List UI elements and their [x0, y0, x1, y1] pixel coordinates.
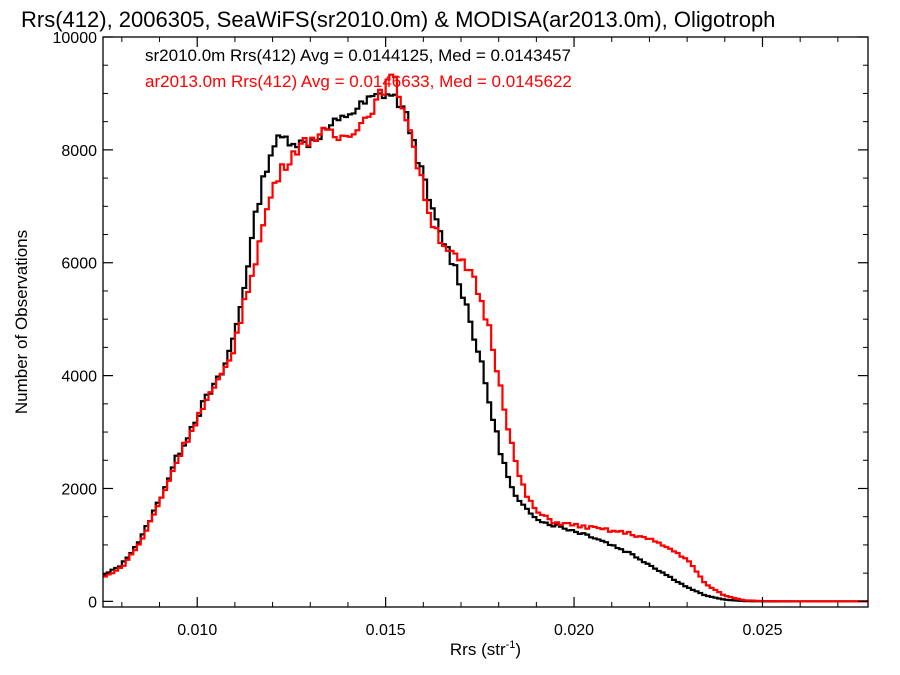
legend: sr2010.0m Rrs(412) Avg = 0.0144125, Med …	[145, 46, 572, 91]
x-axis-label: Rrs (str-1)	[450, 639, 521, 659]
x-tick-label: 0.010	[177, 622, 217, 639]
y-tick-label: 0	[88, 594, 97, 611]
y-tick-label: 2000	[61, 481, 97, 498]
y-axis-label: Number of Observations	[12, 230, 31, 414]
x-axis-label-superscript: -1	[506, 639, 516, 651]
legend-entry-modisa: ar2013.0m Rrs(412) Avg = 0.0146633, Med …	[145, 72, 572, 91]
y-tick-label: 10000	[53, 30, 98, 47]
x-axis-label-main: Rrs (str	[450, 640, 506, 659]
series-line-modisa	[103, 73, 868, 603]
x-tick-label: 0.015	[366, 622, 406, 639]
plot-frame	[102, 36, 869, 608]
x-tick-label: 0.025	[742, 622, 782, 639]
y-tick-label: 6000	[61, 256, 97, 273]
x-axis: 0.010 0.015 0.020 0.025	[121, 37, 839, 639]
y-tick-label: 8000	[61, 143, 97, 160]
y-axis: 0 2000 4000 6000 8000 10000	[53, 30, 868, 611]
chart-title: Rrs(412), 2006305, SeaWiFS(sr2010.0m) & …	[21, 7, 775, 32]
x-tick-label: 0.020	[554, 622, 594, 639]
plot-area	[103, 73, 868, 603]
y-tick-label: 4000	[61, 369, 97, 386]
legend-entry-seawifs: sr2010.0m Rrs(412) Avg = 0.0144125, Med …	[145, 46, 571, 65]
x-axis-label-end: )	[515, 640, 521, 659]
